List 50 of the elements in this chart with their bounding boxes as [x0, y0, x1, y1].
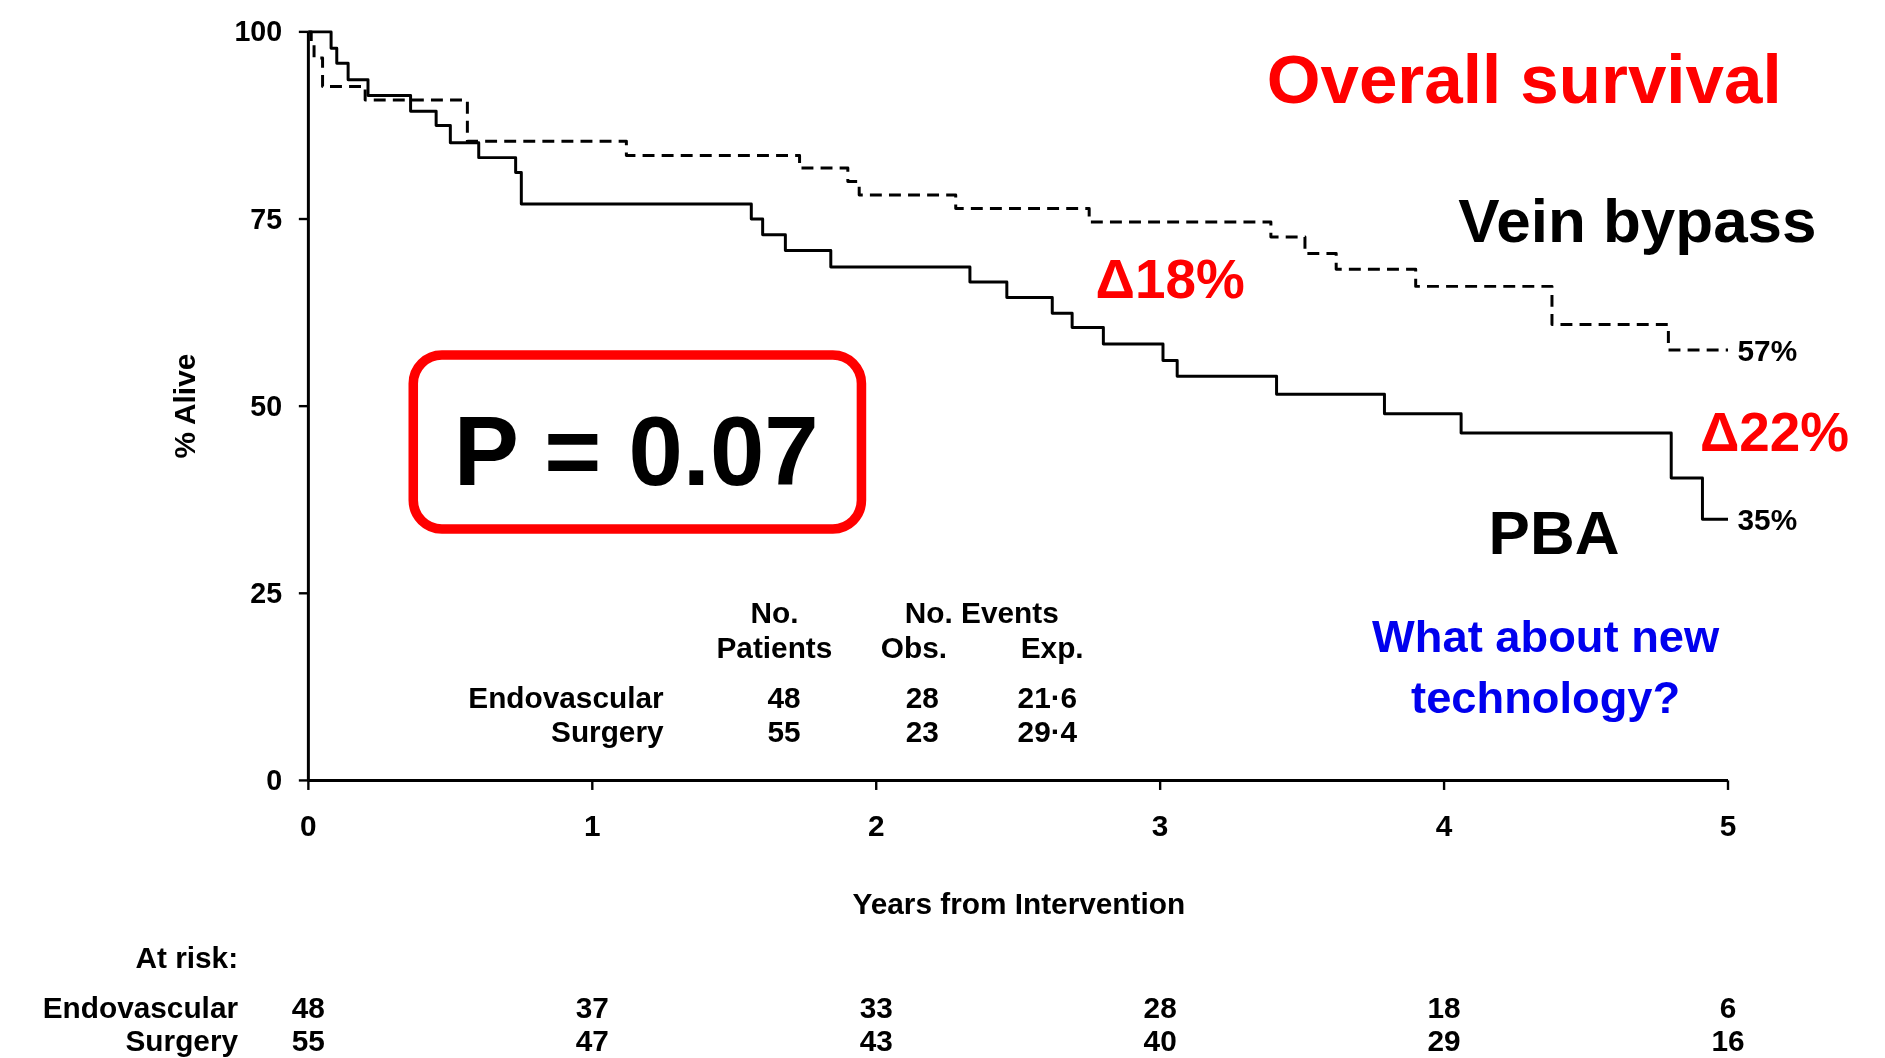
text: 40 — [1143, 1024, 1177, 1057]
annotation: 57% — [1737, 333, 1798, 367]
annotation: 55 — [767, 715, 801, 749]
y-tick-label: 100 — [234, 15, 283, 48]
annotation: No. Events — [904, 596, 1059, 630]
annotation: 48 — [767, 680, 801, 714]
x-tick-label: 4 — [1435, 809, 1453, 843]
annotation: Endovascular — [468, 680, 664, 714]
x-tick-label: 5 — [1719, 809, 1737, 843]
annotation: 29·4 — [1017, 715, 1078, 749]
text: 37 — [575, 990, 609, 1024]
text: 43 — [859, 1024, 893, 1057]
chart-title: Overall survival — [1266, 40, 1782, 119]
y-tick-label: 0 — [266, 763, 283, 796]
annotation: 23 — [905, 715, 939, 749]
text: 6 — [1719, 990, 1737, 1024]
text: 28 — [1143, 990, 1177, 1024]
text: Surgery — [125, 1024, 239, 1057]
x-tick-label: 2 — [867, 809, 885, 843]
x-axis-title: Years from Intervention — [852, 886, 1186, 920]
text: 16 — [1711, 1024, 1745, 1057]
annotation: Obs. — [880, 630, 947, 664]
y-tick-label: 50 — [250, 389, 283, 422]
annotation: 28 — [905, 680, 939, 714]
y-axis-title: % Alive — [168, 353, 202, 459]
text: 48 — [291, 990, 325, 1024]
annotation: Δ22% — [1699, 401, 1850, 464]
annotation: P = 0.07 — [453, 396, 819, 506]
annotation: 35% — [1737, 502, 1798, 536]
annotation: No. — [750, 596, 799, 630]
text: At risk: — [135, 940, 239, 974]
text: 55 — [291, 1024, 325, 1057]
x-tick-label: 1 — [584, 809, 601, 843]
text: 29 — [1427, 1024, 1461, 1057]
y-tick-label: 25 — [250, 576, 283, 609]
text: 18 — [1427, 990, 1461, 1024]
series-label: PBA — [1488, 497, 1620, 567]
text: Endovascular — [42, 990, 239, 1024]
y-tick-label: 75 — [250, 202, 283, 235]
x-tick-label: 3 — [1151, 809, 1169, 843]
text: 33 — [859, 990, 893, 1024]
annotation: 21·6 — [1017, 680, 1078, 714]
text: 47 — [575, 1024, 609, 1057]
annotation: What about new technology? — [1372, 610, 1720, 723]
annotation: Surgery — [551, 715, 665, 749]
annotation: Patients — [716, 630, 833, 664]
series-label: Vein bypass — [1458, 185, 1817, 255]
x-tick-label: 0 — [300, 809, 317, 843]
annotation: Exp. — [1020, 630, 1084, 664]
annotation: Δ18% — [1095, 247, 1245, 310]
